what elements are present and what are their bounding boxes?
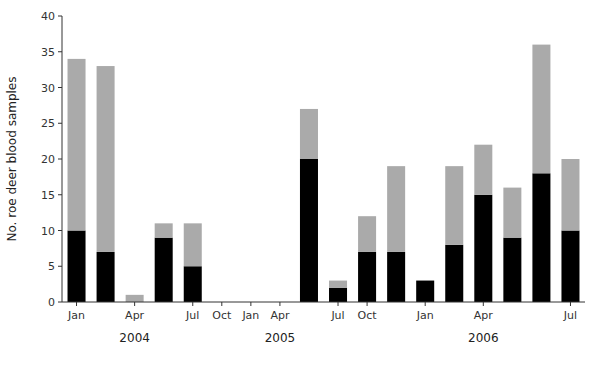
y-tick	[58, 302, 62, 303]
y-tick-label: 40	[41, 10, 55, 23]
bar-segment	[445, 166, 463, 245]
y-tick	[58, 87, 62, 88]
bar-segment	[300, 159, 318, 302]
x-tick	[279, 302, 280, 306]
bar-segment	[474, 145, 492, 195]
bar-segment	[126, 295, 144, 302]
y-tick	[58, 230, 62, 231]
x-tick	[338, 302, 339, 306]
x-axis	[62, 302, 585, 303]
x-tick-label: Jul	[330, 309, 344, 322]
x-tick	[367, 302, 368, 306]
bar-segment	[474, 195, 492, 302]
y-tick-label: 20	[41, 153, 55, 166]
bar-segment	[387, 166, 405, 252]
x-tick-label: Oct	[358, 309, 378, 322]
y-axis-label: No. roe deer blood samples	[5, 76, 19, 241]
bar-segment	[300, 109, 318, 159]
bar-segment	[416, 280, 434, 281]
bar-segment	[358, 216, 376, 252]
x-tick	[483, 302, 484, 306]
x-tick-label: Jan	[416, 309, 434, 322]
x-tick-label: Apr	[270, 309, 290, 322]
y-tick-label: 15	[41, 189, 55, 202]
x-tick-label: Apr	[125, 309, 145, 322]
x-tick-label: Jul	[563, 309, 577, 322]
bar-segment	[68, 59, 86, 231]
bar-segment	[416, 281, 434, 302]
bar-segment	[329, 281, 347, 288]
x-tick-label: Jan	[67, 309, 85, 322]
y-tick	[58, 51, 62, 52]
y-tick-label: 5	[48, 260, 55, 273]
year-label: 2005	[265, 331, 296, 345]
bar-segment	[68, 231, 86, 303]
x-tick-label: Apr	[474, 309, 494, 322]
bar-segment	[561, 159, 579, 231]
bar-segment	[184, 223, 202, 266]
y-tick-label: 25	[41, 117, 55, 130]
year-label: 2004	[119, 331, 150, 345]
bar-segment	[97, 66, 115, 252]
bar-segment	[532, 173, 550, 302]
bar-segment	[532, 45, 550, 174]
y-tick	[58, 123, 62, 124]
y-tick	[58, 159, 62, 160]
chart: 0 5 10 15 20 25 30 35 40 Jan Apr Jul Oct Jan Apr Jul Oct…	[0, 0, 600, 366]
y-tick-label: 10	[41, 225, 55, 238]
y-tick-label: 30	[41, 82, 55, 95]
y-tick-label: 35	[41, 46, 55, 59]
bars	[68, 45, 580, 302]
x-tick-label: Oct	[212, 309, 232, 322]
y-tick-label: 0	[48, 296, 55, 309]
x-tick	[250, 302, 251, 306]
bar-segment	[387, 252, 405, 302]
x-tick	[76, 302, 77, 306]
x-tick-label: Jan	[241, 309, 259, 322]
bar-segment	[155, 223, 173, 237]
x-tick	[134, 302, 135, 306]
y-tick	[58, 266, 62, 267]
y-tick	[58, 16, 62, 17]
x-tick	[570, 302, 571, 306]
bar-segment	[358, 252, 376, 302]
bar-segment	[445, 245, 463, 302]
bar-segment	[155, 238, 173, 302]
y-tick	[58, 194, 62, 195]
x-tick	[192, 302, 193, 306]
bar-segment	[503, 238, 521, 302]
x-tick	[425, 302, 426, 306]
bar-segment	[329, 288, 347, 302]
bar-segment	[184, 266, 202, 302]
bar-segment	[503, 188, 521, 238]
bar-segment	[561, 231, 579, 303]
x-tick	[221, 302, 222, 306]
bar-segment	[97, 252, 115, 302]
year-label: 2006	[468, 331, 499, 345]
x-tick-label: Jul	[185, 309, 199, 322]
